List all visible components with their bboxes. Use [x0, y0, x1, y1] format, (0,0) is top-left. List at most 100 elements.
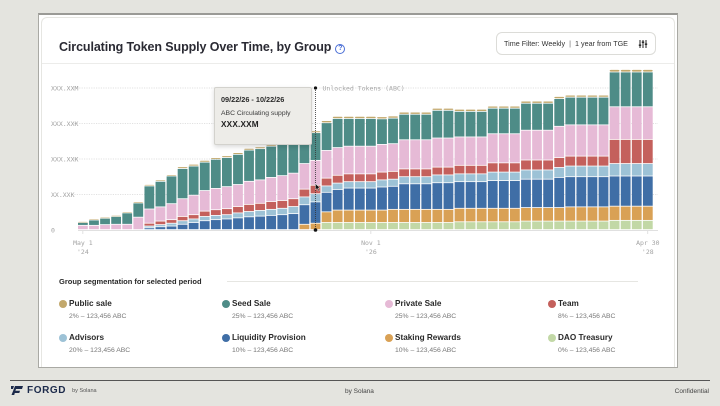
bar-stack — [177, 167, 188, 230]
legend-group-name: Public sale — [69, 299, 112, 308]
bar-segment-staking-rewards — [432, 209, 443, 223]
legend-color-dot — [59, 334, 67, 342]
legend-color-dot — [222, 300, 230, 308]
bar-segment-advisors — [244, 211, 254, 217]
bar-segment-advisors — [631, 163, 642, 176]
hover-cursor: Unlocked Tokens (ABC) — [313, 85, 405, 232]
bar-segment-dao-treasury — [642, 220, 653, 230]
bar-stack — [510, 106, 520, 230]
bar-stack — [144, 184, 155, 230]
bar-segment-advisors — [366, 182, 376, 188]
bar-segment-liquidity-provision — [443, 183, 454, 209]
bar-segment-seed-sale — [199, 162, 210, 191]
bar-segment-advisors — [521, 170, 531, 179]
bar-segment-private-sale — [598, 125, 609, 156]
bar-segment-seed-sale — [144, 186, 155, 209]
bar-segment-liquidity-provision — [388, 186, 398, 209]
bar-segment-advisors — [554, 167, 565, 178]
bar-segment-seed-sale — [255, 149, 266, 180]
bar-segment-seed-sale — [598, 97, 609, 125]
bar-segment-team — [144, 223, 155, 226]
bar-segment-team — [487, 163, 498, 172]
legend-group-name: Liquidity Provision — [232, 333, 306, 342]
legend-group-value: 10% – 123,456 ABC — [232, 347, 294, 354]
bar-segment-liquidity-provision — [354, 188, 365, 210]
bar-segment-dao-treasury — [587, 221, 598, 230]
bar-segment-team — [576, 156, 587, 166]
bar-segment-seed-sale — [432, 110, 443, 138]
bar-stack — [388, 116, 398, 230]
bar-segment-staking-rewards — [543, 207, 554, 221]
bar-stack — [476, 109, 487, 230]
bar-stack — [609, 69, 620, 230]
chart-title: Circulating Token Supply Over Time, by G… — [59, 40, 346, 54]
legend-group-name: Staking Rewards — [395, 333, 461, 342]
bar-segment-staking-rewards — [343, 210, 354, 223]
bar-stack — [222, 156, 232, 230]
bar-segment-seed-sale — [299, 137, 310, 164]
bar-segment-dao-treasury — [609, 220, 620, 230]
bar-segment-staking-rewards — [521, 207, 531, 221]
bar-segment-liquidity-provision — [642, 176, 653, 206]
bar-segment-team — [498, 163, 509, 172]
bar-segment-seed-sale — [587, 97, 598, 125]
bar-segment-public-sale — [188, 164, 199, 166]
legend-group-name: Team — [558, 299, 579, 308]
bar-segment-dao-treasury — [377, 222, 387, 230]
bar-segment-dao-treasury — [432, 222, 443, 230]
bar-segment-public-sale — [321, 121, 332, 123]
bar-segment-public-sale — [399, 112, 410, 114]
bar-segment-staking-rewards — [410, 209, 421, 223]
bar-segment-private-sale — [565, 125, 576, 156]
bar-segment-seed-sale — [498, 108, 509, 134]
bar-segment-seed-sale — [543, 103, 554, 130]
bar-segment-team — [255, 203, 266, 211]
bar-segment-liquidity-provision — [177, 224, 188, 230]
bar-segment-team — [510, 163, 520, 172]
bar-segment-dao-treasury — [598, 221, 609, 230]
tooltip-label: ABC Circulating supply — [221, 110, 291, 117]
bar-segment-staking-rewards — [443, 209, 454, 223]
bar-segment-seed-sale — [244, 150, 254, 181]
x-axis: May 1'24 Nov 1'26 Apr 30'28 — [73, 230, 660, 256]
bar-segment-advisors — [388, 179, 398, 186]
legend-group-value: 25% – 123,456 ABC — [395, 313, 457, 320]
chart-card: Circulating Token Supply Over Time, by G… — [41, 17, 675, 367]
bar-segment-staking-rewards — [332, 210, 343, 223]
time-filter-button[interactable]: Time Filter: Weekly | 1 year from TGE — [496, 32, 656, 55]
bar-segment-private-sale — [233, 184, 243, 207]
bar-segment-team — [366, 174, 376, 182]
legend-group-value: 8% – 123,456 ABC — [558, 313, 616, 320]
legend-group-value: 25% – 123,456 ABC — [232, 313, 294, 320]
bar-segment-staking-rewards — [366, 210, 376, 223]
bar-segment-advisors — [277, 208, 288, 215]
bar-segment-advisors — [443, 175, 454, 183]
bar-segment-public-sale — [111, 215, 122, 217]
bar-segment-team — [454, 165, 465, 174]
bar-segment-advisors — [565, 166, 576, 177]
legend-color-dot — [385, 334, 393, 342]
bar-segment-liquidity-provision — [532, 179, 542, 208]
bar-segment-seed-sale — [410, 114, 421, 140]
bar-segment-public-sale — [454, 109, 465, 111]
bar-segment-team — [233, 206, 243, 213]
forgd-logo-icon — [11, 386, 23, 395]
bar-segment-advisors — [155, 225, 166, 227]
bar-segment-private-sale — [532, 130, 542, 160]
bar-segment-public-sale — [388, 116, 398, 118]
bar-segment-team — [199, 211, 210, 217]
bar-segment-private-sale — [377, 144, 387, 172]
bar-segment-private-sale — [454, 137, 465, 165]
bar-stack — [521, 101, 531, 230]
bar-segment-liquidity-provision — [144, 228, 155, 230]
bar-stack — [133, 201, 144, 230]
bar-segment-seed-sale — [122, 213, 133, 224]
question-circle-icon[interactable]: ? — [335, 44, 346, 54]
bar-segment-staking-rewards — [476, 208, 487, 222]
y-tick-label: XX.XXK — [51, 191, 75, 199]
stacked-bar-chart[interactable]: 0 XX.XXK XXX.XXK XXX.XXK XXX.XXM May 1'24 Nov… — [42, 18, 676, 268]
legend-group-value: 2% – 123,456 ABC — [69, 313, 127, 320]
bar-stack — [321, 121, 332, 230]
bar-segment-staking-rewards — [388, 209, 398, 223]
bar-stack — [266, 144, 277, 230]
